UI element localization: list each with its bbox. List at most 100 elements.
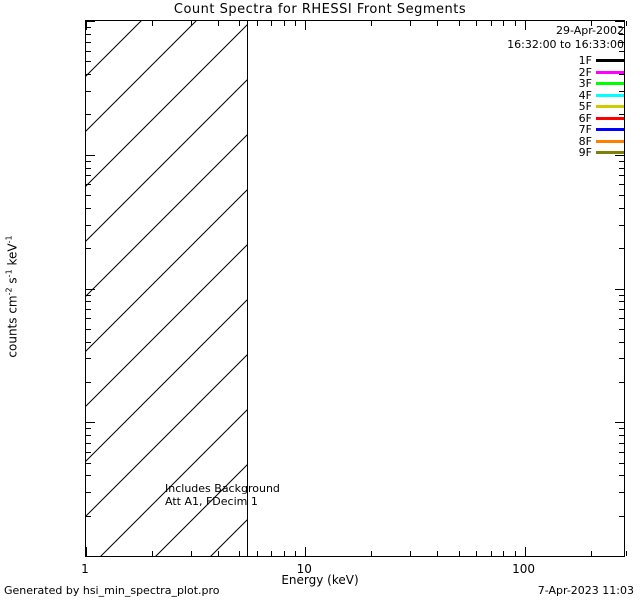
y-tick bbox=[86, 27, 91, 29]
y-tick-right bbox=[619, 475, 624, 477]
x-tick bbox=[305, 547, 307, 556]
y-tick-right bbox=[619, 195, 624, 196]
y-tick-right bbox=[619, 341, 624, 343]
legend-item: 6F bbox=[579, 112, 624, 125]
y-tick bbox=[86, 41, 91, 43]
legend-color-swatch bbox=[596, 70, 624, 74]
x-tick-top bbox=[256, 21, 258, 26]
observation-date: 29-Apr-2002 bbox=[555, 24, 624, 37]
legend-item: 9F bbox=[579, 146, 624, 159]
y-tick-right bbox=[619, 175, 624, 177]
y-tick bbox=[86, 451, 91, 453]
y-tick bbox=[86, 341, 91, 343]
y-tick bbox=[86, 428, 91, 430]
observation-time-range: 16:32:00 to 16:33:00 bbox=[507, 38, 624, 51]
y-tick-right bbox=[619, 492, 624, 494]
x-tick bbox=[190, 551, 192, 556]
legend-color-swatch bbox=[596, 59, 624, 63]
y-tick bbox=[86, 442, 91, 444]
y-tick bbox=[86, 435, 91, 437]
y-tick bbox=[86, 175, 91, 177]
y-tick-right bbox=[619, 27, 624, 29]
x-tick-label: 1 bbox=[81, 562, 89, 576]
x-tick-top bbox=[239, 21, 241, 26]
x-tick-top bbox=[475, 21, 477, 26]
x-tick-top bbox=[271, 21, 273, 26]
y-tick-right bbox=[619, 207, 624, 209]
y-tick-right bbox=[619, 328, 624, 330]
y-tick bbox=[86, 74, 91, 76]
legend-item: 1F bbox=[579, 54, 624, 67]
y-tick bbox=[86, 309, 91, 311]
y-tick-right bbox=[619, 435, 624, 437]
legend: 1F 2F 3F 4F 5F 6F 7F 8F 9F bbox=[578, 54, 624, 159]
x-tick-top bbox=[371, 21, 373, 26]
x-tick-top bbox=[626, 21, 627, 26]
legend-color-swatch bbox=[596, 105, 624, 109]
y-tick bbox=[86, 422, 95, 424]
y-tick bbox=[86, 318, 91, 320]
annotation-attenuator: Att A1, FDecim 1 bbox=[165, 495, 258, 508]
y-tick-right bbox=[619, 381, 624, 383]
x-tick bbox=[524, 547, 526, 556]
y-tick bbox=[86, 294, 91, 296]
y-tick bbox=[86, 160, 91, 162]
y-tick-right bbox=[619, 114, 624, 116]
x-tick bbox=[284, 551, 286, 556]
y-tick bbox=[86, 556, 95, 557]
y-tick bbox=[86, 21, 95, 22]
x-tick-top bbox=[190, 21, 192, 26]
y-tick-right bbox=[619, 41, 624, 43]
x-tick bbox=[626, 551, 627, 556]
y-tick-right bbox=[619, 167, 624, 169]
x-tick-top bbox=[514, 21, 516, 26]
y-tick-right bbox=[619, 301, 624, 303]
x-tick-top bbox=[305, 21, 307, 30]
y-tick bbox=[86, 154, 95, 156]
legend-item: 3F bbox=[578, 77, 624, 91]
plot-annotations: Includes Background Att A1, FDecim 1 bbox=[165, 482, 280, 508]
y-tick bbox=[86, 248, 91, 250]
x-tick bbox=[503, 551, 505, 556]
legend-color-swatch bbox=[596, 93, 624, 97]
y-tick-right bbox=[619, 515, 624, 517]
x-tick-top bbox=[284, 21, 286, 26]
x-tick bbox=[295, 551, 297, 556]
plot-area bbox=[85, 20, 627, 557]
x-tick-top bbox=[490, 21, 492, 26]
x-tick bbox=[475, 551, 477, 556]
y-tick bbox=[86, 381, 91, 383]
y-tick-right bbox=[619, 428, 624, 430]
y-tick bbox=[86, 475, 91, 477]
x-tick-top bbox=[437, 21, 439, 26]
legend-label: 2F bbox=[578, 65, 592, 79]
x-tick bbox=[86, 547, 87, 556]
y-tick bbox=[86, 184, 91, 186]
y-tick bbox=[86, 224, 91, 226]
y-tick bbox=[86, 50, 91, 52]
legend-item: 7F bbox=[579, 123, 624, 136]
legend-item: 2F bbox=[578, 65, 624, 79]
legend-color-swatch bbox=[596, 116, 624, 120]
hatched-region bbox=[86, 21, 247, 556]
x-tick-label: 100 bbox=[512, 562, 536, 576]
y-tick bbox=[86, 328, 91, 330]
observation-date-block: 29-Apr-2002 16:32:00 to 16:33:00 bbox=[507, 24, 624, 52]
y-tick bbox=[86, 33, 91, 35]
x-tick bbox=[514, 551, 516, 556]
legend-label: 5F bbox=[578, 100, 592, 114]
legend-label: 8F bbox=[578, 134, 592, 148]
x-tick-top bbox=[409, 21, 411, 26]
legend-label: 3F bbox=[578, 77, 592, 91]
y-axis-title: counts cm-2 s-1 keV-1 bbox=[4, 235, 20, 358]
y-tick-right bbox=[619, 309, 624, 311]
y-tick bbox=[86, 462, 91, 464]
y-tick-right bbox=[619, 74, 624, 76]
x-axis-title: Energy (keV) bbox=[281, 573, 359, 587]
x-tick-top bbox=[218, 21, 220, 26]
x-tick-label: 10 bbox=[296, 562, 312, 576]
y-tick bbox=[86, 515, 91, 517]
legend-item: 8F bbox=[578, 134, 624, 148]
y-tick-right bbox=[615, 422, 624, 424]
